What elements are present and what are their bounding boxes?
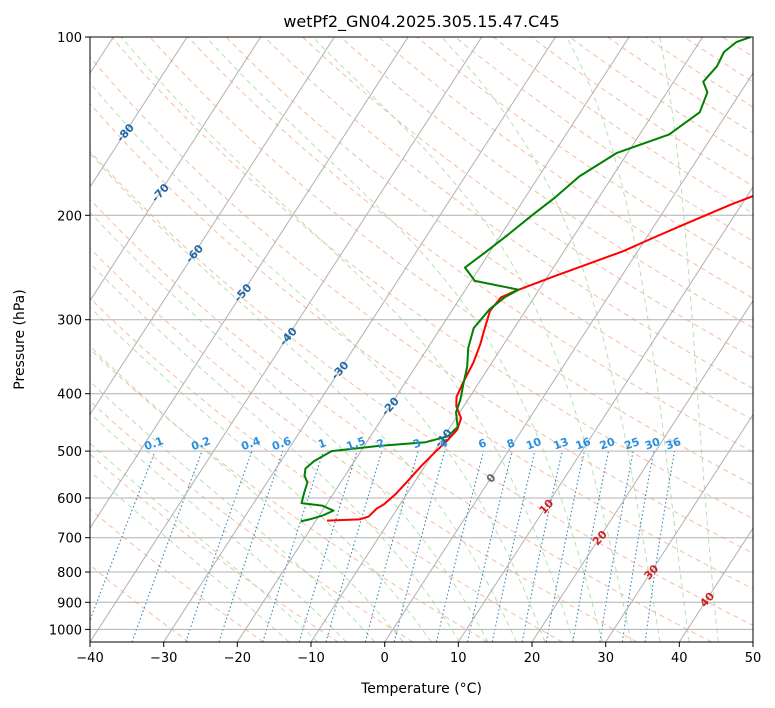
moist-adiabat-line bbox=[120, 37, 575, 642]
mixing-ratio-label: 6 bbox=[477, 436, 489, 451]
moist-adiabat-line bbox=[659, 37, 719, 642]
mixing-ratio-label: 1.5 bbox=[345, 434, 368, 453]
moist-adiabat-line bbox=[90, 442, 319, 642]
moist-adiabat-line bbox=[90, 306, 432, 642]
y-tick-label: 200 bbox=[57, 209, 82, 224]
y-tick-label: 800 bbox=[57, 566, 82, 581]
isotherm-line bbox=[236, 37, 630, 642]
x-tick-label: 40 bbox=[671, 651, 688, 666]
isotherm-line bbox=[310, 37, 704, 642]
mixing-ratio-label: 0.4 bbox=[239, 434, 262, 453]
x-tick-label: −20 bbox=[224, 651, 251, 666]
isotherm-line bbox=[752, 641, 753, 642]
temperature-profile bbox=[326, 194, 753, 522]
mixing-ratio-label: 30 bbox=[643, 435, 662, 453]
x-tick-label: 30 bbox=[597, 651, 614, 666]
mixing-ratio-line bbox=[185, 450, 253, 642]
y-tick-label: 1000 bbox=[49, 623, 82, 638]
dewpoint-profile bbox=[300, 37, 751, 523]
mixing-ratio-label: 36 bbox=[664, 435, 683, 453]
moist-adiabat-line bbox=[90, 412, 347, 642]
moist-adiabat-line bbox=[90, 470, 290, 642]
mixing-ratio-line bbox=[364, 450, 419, 642]
mixing-ratio-label: 0.2 bbox=[189, 434, 212, 453]
mixing-ratio-line bbox=[90, 450, 156, 622]
mixing-ratio-label: 8 bbox=[505, 436, 517, 451]
x-tick-label: −10 bbox=[297, 651, 324, 666]
mixing-ratio-line bbox=[435, 450, 485, 642]
plot-frame bbox=[89, 36, 754, 643]
mixing-ratio-line bbox=[262, 450, 324, 642]
dry-adiabat-line bbox=[90, 198, 712, 642]
x-axis-label: Temperature (°C) bbox=[360, 681, 482, 697]
mixing-ratio-label: 10 bbox=[524, 435, 543, 453]
mixing-ratio-label: 3 bbox=[411, 436, 423, 451]
mixing-ratio-label: 0.1 bbox=[143, 434, 166, 453]
moist-adiabat-line bbox=[566, 37, 690, 642]
dry-adiabat-line bbox=[340, 37, 753, 329]
moist-adiabat-line bbox=[90, 262, 461, 642]
plot-background bbox=[90, 37, 753, 642]
moist-adiabat-line bbox=[205, 37, 603, 642]
dry-adiabat-line bbox=[111, 37, 753, 520]
mixing-ratio-line bbox=[466, 450, 513, 642]
isotherm-line bbox=[163, 37, 556, 642]
chart-title: wetPf2_GN04.2025.305.15.47.C45 bbox=[283, 12, 559, 32]
x-tick-label: 20 bbox=[524, 651, 541, 666]
mixing-ratio-line bbox=[218, 450, 284, 642]
moist-adiabat-line bbox=[90, 345, 404, 642]
dry-adiabat-line bbox=[90, 297, 563, 642]
dry-adiabat-line bbox=[263, 37, 753, 390]
isotherm-line bbox=[605, 413, 753, 642]
mixing-ratio-line bbox=[491, 450, 536, 642]
dry-adiabat-line bbox=[187, 37, 753, 453]
mixing-ratio-line bbox=[621, 451, 655, 642]
isotherm-line bbox=[90, 37, 483, 642]
isotherm-line bbox=[90, 37, 188, 188]
x-tick-label: −30 bbox=[150, 651, 177, 666]
mixing-ratio-label: 0.6 bbox=[270, 434, 293, 453]
y-axis-label: Pressure (hPa) bbox=[12, 289, 28, 389]
isotherm-line bbox=[384, 72, 753, 642]
mixing-ratio-label: 25 bbox=[623, 435, 642, 452]
x-tick-label: 0 bbox=[381, 651, 389, 666]
isotherm-line bbox=[90, 37, 335, 416]
mixing-ratio-label: 4 bbox=[438, 436, 450, 451]
mixing-ratio-label: 20 bbox=[598, 435, 617, 453]
x-tick-label: 10 bbox=[450, 651, 467, 666]
dry-adiabat-line bbox=[760, 37, 775, 642]
mixing-ratio-label: 1 bbox=[316, 436, 328, 451]
y-tick-label: 400 bbox=[57, 388, 82, 403]
isotherm-line bbox=[90, 37, 409, 530]
mixing-ratio-line bbox=[325, 450, 383, 642]
y-tick-label: 700 bbox=[57, 532, 82, 547]
isotherm-label: -100 bbox=[13, 42, 41, 71]
y-tick-label: 500 bbox=[57, 445, 82, 460]
isotherm-line bbox=[457, 186, 753, 642]
moist-adiabat-line bbox=[90, 82, 546, 642]
dry-adiabat-line bbox=[90, 508, 264, 642]
y-tick-label: 600 bbox=[57, 492, 82, 507]
isotherm-label: -90 bbox=[68, 79, 91, 103]
isotherm-line bbox=[531, 299, 753, 642]
y-tick-label: 100 bbox=[57, 31, 82, 46]
x-tick-label: −40 bbox=[76, 651, 103, 666]
isotherm-line bbox=[90, 37, 262, 302]
dry-adiabat-line bbox=[90, 348, 488, 642]
isotherm-line bbox=[678, 527, 753, 642]
mixing-ratio-line bbox=[644, 451, 676, 642]
moist-adiabat-line bbox=[312, 37, 632, 642]
mixing-ratio-label: 13 bbox=[552, 435, 571, 452]
mixing-ratio-line bbox=[298, 450, 358, 642]
x-tick-label: 50 bbox=[745, 651, 762, 666]
mixing-ratio-label: 2 bbox=[375, 436, 387, 451]
y-tick-label: 900 bbox=[57, 596, 82, 611]
mixing-ratio-label: 16 bbox=[574, 435, 593, 453]
dry-adiabat-line bbox=[90, 150, 753, 626]
y-tick-label: 300 bbox=[57, 314, 82, 329]
